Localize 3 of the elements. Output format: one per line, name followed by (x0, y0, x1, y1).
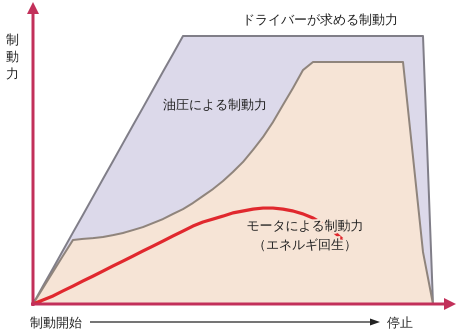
ylabel: 制動力 (6, 33, 19, 82)
annotation: 制動開始 (30, 316, 82, 331)
annotation: 停止 (387, 316, 413, 331)
